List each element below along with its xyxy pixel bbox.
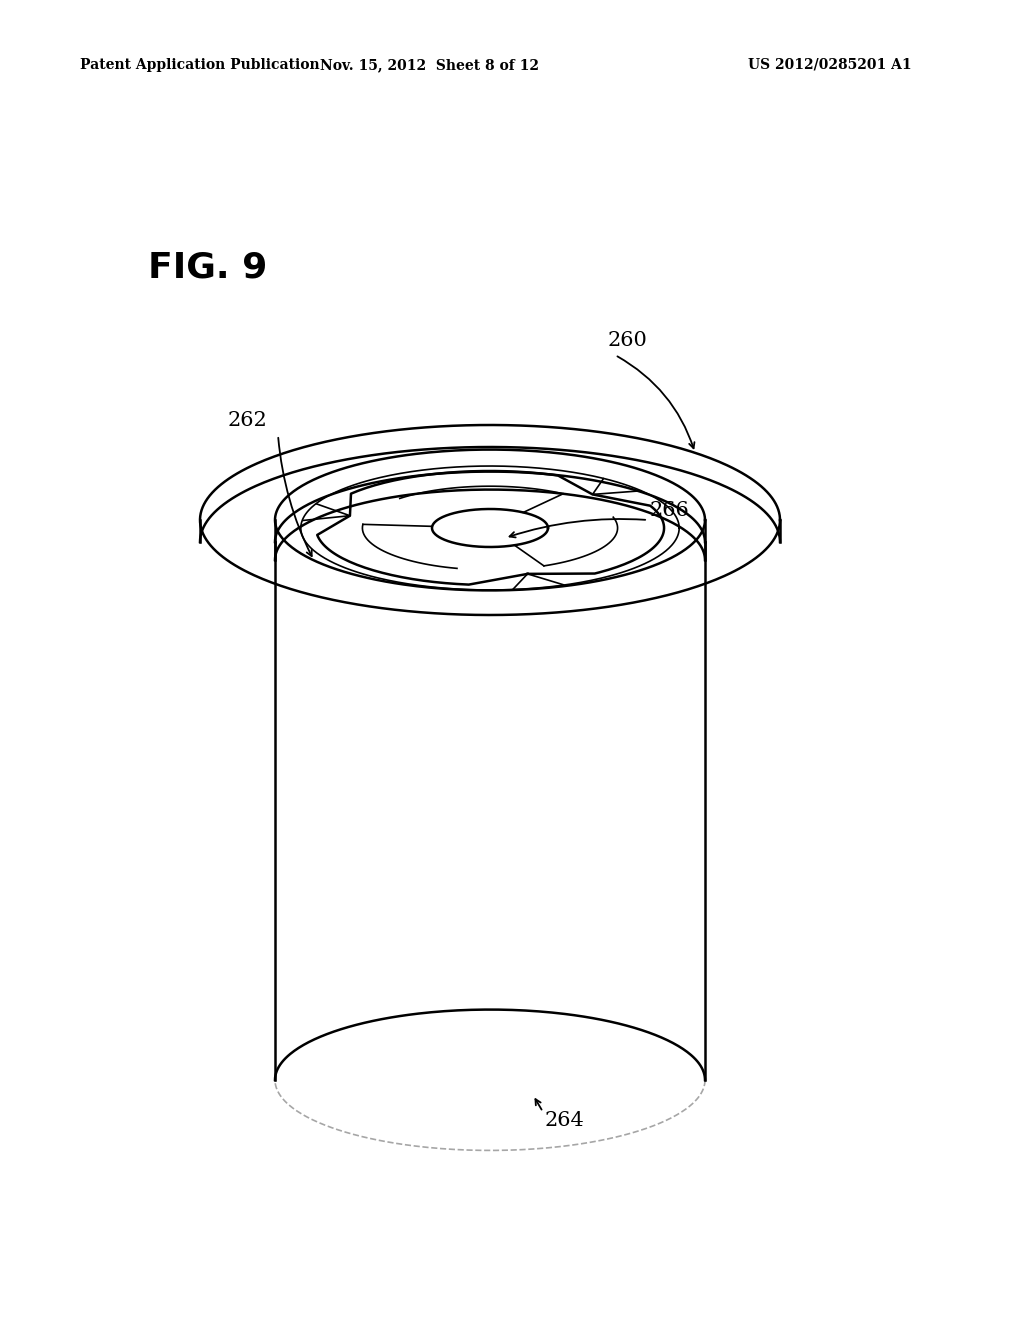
Text: 262: 262: [228, 411, 267, 429]
Text: Nov. 15, 2012  Sheet 8 of 12: Nov. 15, 2012 Sheet 8 of 12: [321, 58, 540, 73]
Text: 264: 264: [545, 1110, 585, 1130]
Text: 266: 266: [650, 500, 690, 520]
Text: Patent Application Publication: Patent Application Publication: [80, 58, 319, 73]
Text: US 2012/0285201 A1: US 2012/0285201 A1: [749, 58, 911, 73]
Text: FIG. 9: FIG. 9: [148, 249, 267, 284]
Text: 260: 260: [608, 330, 648, 350]
